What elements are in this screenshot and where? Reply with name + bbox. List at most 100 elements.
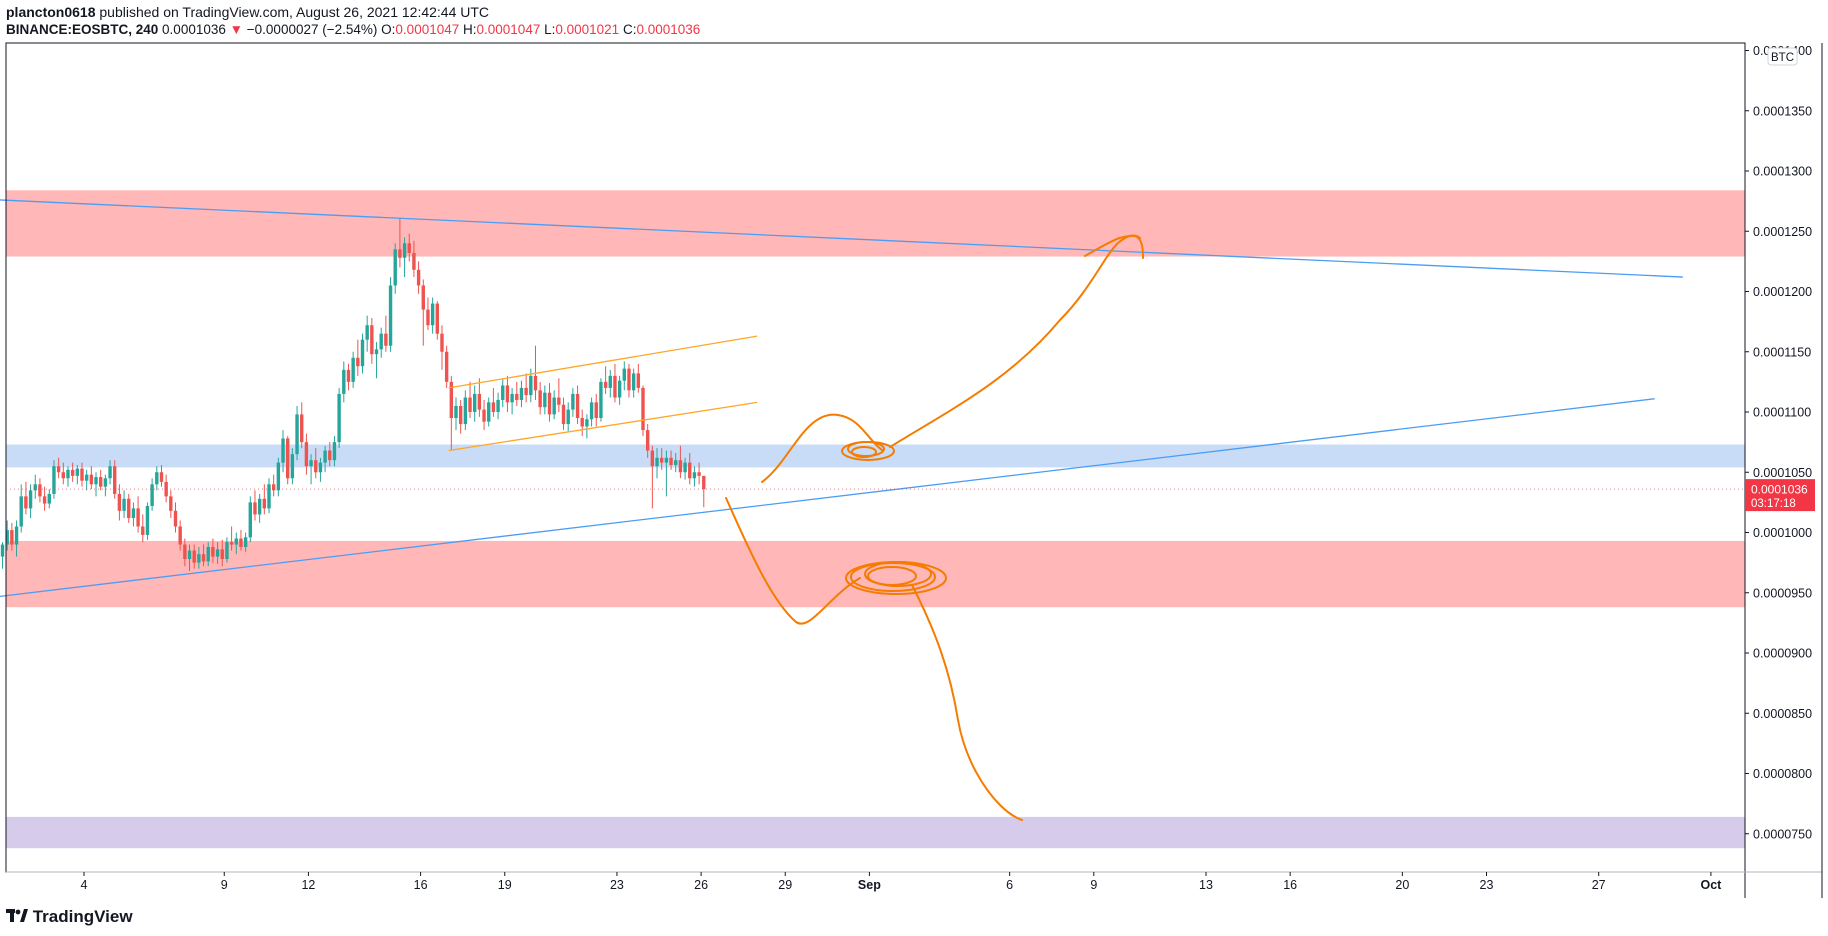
candle-body xyxy=(655,457,659,467)
bearish-candle xyxy=(346,363,351,391)
x-tick-label: Oct xyxy=(1700,878,1722,892)
bullish-candle xyxy=(0,542,5,569)
bearish-candle xyxy=(561,397,566,431)
candle-body xyxy=(678,460,683,473)
bearish-candle xyxy=(141,514,145,543)
x-tick-label: 16 xyxy=(414,878,428,892)
candle-body xyxy=(173,510,178,527)
bearish-candle xyxy=(304,433,309,475)
bullish-candle xyxy=(622,361,626,391)
candle-body xyxy=(159,472,164,482)
bearish-candle xyxy=(42,486,47,511)
bearish-candle xyxy=(117,484,122,521)
x-tick-label: 19 xyxy=(498,878,512,892)
candle-body xyxy=(533,375,538,391)
bullish-candle xyxy=(248,496,252,543)
candle-body xyxy=(449,381,454,419)
bullish-candle xyxy=(473,385,477,422)
candle-body xyxy=(281,438,285,463)
candle-body xyxy=(70,469,75,476)
bearish-candle xyxy=(164,474,168,503)
candle-body xyxy=(412,252,416,270)
candle-body xyxy=(328,450,332,461)
candle-body xyxy=(538,390,542,408)
circle-drawing xyxy=(851,446,877,458)
candle-body xyxy=(603,381,608,388)
bullish-candle xyxy=(342,361,346,403)
bearish-candle xyxy=(524,373,528,403)
currency-badge[interactable]: BTC xyxy=(1767,47,1798,66)
bearish-candle xyxy=(10,522,14,551)
bullish-candle xyxy=(454,397,458,431)
candle-body xyxy=(42,496,47,504)
candle-body xyxy=(225,542,229,560)
candle-body xyxy=(617,380,622,398)
bearish-candle xyxy=(211,538,215,563)
high-label: H: xyxy=(463,22,477,37)
author-name[interactable]: plancton0618 xyxy=(6,4,96,20)
bullish-candle xyxy=(496,392,500,420)
bullish-candle xyxy=(225,537,229,563)
bullish-candle xyxy=(430,297,435,334)
channel-line[interactable] xyxy=(448,401,758,452)
x-tick-label: 20 xyxy=(1395,878,1409,892)
bearish-candle xyxy=(183,538,187,567)
target-zone[interactable] xyxy=(6,816,1745,849)
candle-body xyxy=(300,414,304,443)
bullish-candle xyxy=(318,457,323,482)
bearish-candle xyxy=(645,424,650,458)
bullish-candle xyxy=(47,489,51,509)
candle-body xyxy=(360,339,365,367)
currency-label: BTC xyxy=(1771,52,1794,64)
bearish-path-drawing xyxy=(725,497,861,625)
demand-zone[interactable] xyxy=(6,540,1745,608)
bearish-candle xyxy=(515,381,519,406)
y-tick-label: 0.0001000 xyxy=(1753,526,1812,540)
candle-body xyxy=(197,554,201,563)
channel-line[interactable] xyxy=(448,335,758,389)
candle-body xyxy=(688,462,692,479)
y-tick-label: 0.0001150 xyxy=(1753,345,1811,359)
resistance-zone[interactable] xyxy=(6,190,1745,257)
bullish-candle xyxy=(197,546,201,569)
candle-body xyxy=(599,381,603,419)
bullish-candle xyxy=(108,460,112,485)
price-tag-box[interactable] xyxy=(1745,479,1815,512)
candle-body xyxy=(33,484,37,491)
candle-body xyxy=(613,375,617,398)
x-tick-label: 23 xyxy=(610,878,624,892)
bullish-candle xyxy=(501,378,505,408)
bearish-candle xyxy=(660,448,664,470)
circle-drawing xyxy=(867,566,917,586)
candle-body xyxy=(416,269,421,286)
candle-body xyxy=(660,457,664,463)
candle-body xyxy=(89,474,94,485)
x-tick-label: 6 xyxy=(1006,878,1013,892)
candle-body xyxy=(351,357,355,382)
bearish-candle xyxy=(384,315,388,352)
bearish-candle xyxy=(547,383,552,422)
bearish-candle xyxy=(580,409,584,437)
bullish-candle xyxy=(290,448,295,485)
y-tick-label: 0.0000950 xyxy=(1753,586,1812,600)
ascending-trendline[interactable] xyxy=(0,398,1655,598)
candle-body xyxy=(178,526,182,545)
candle-body xyxy=(145,505,150,535)
bearish-candle xyxy=(169,490,173,519)
tradingview-logo[interactable]: TradingView xyxy=(6,906,133,928)
candle-body xyxy=(636,373,641,388)
bearish-candle xyxy=(61,462,65,485)
tv-logo-text: TradingView xyxy=(32,907,133,926)
candle-body xyxy=(136,508,140,527)
bearish-candle xyxy=(99,469,103,491)
y-tick-label: 0.0000850 xyxy=(1753,707,1812,721)
candle-body xyxy=(94,477,98,485)
descending-trendline[interactable] xyxy=(0,199,1683,278)
candle-body xyxy=(290,454,295,479)
bullish-candle xyxy=(131,502,136,527)
chart-frame xyxy=(5,42,1823,898)
bullish-candle xyxy=(234,532,238,555)
candle-body xyxy=(211,546,215,557)
x-tick-label: 27 xyxy=(1592,878,1606,892)
